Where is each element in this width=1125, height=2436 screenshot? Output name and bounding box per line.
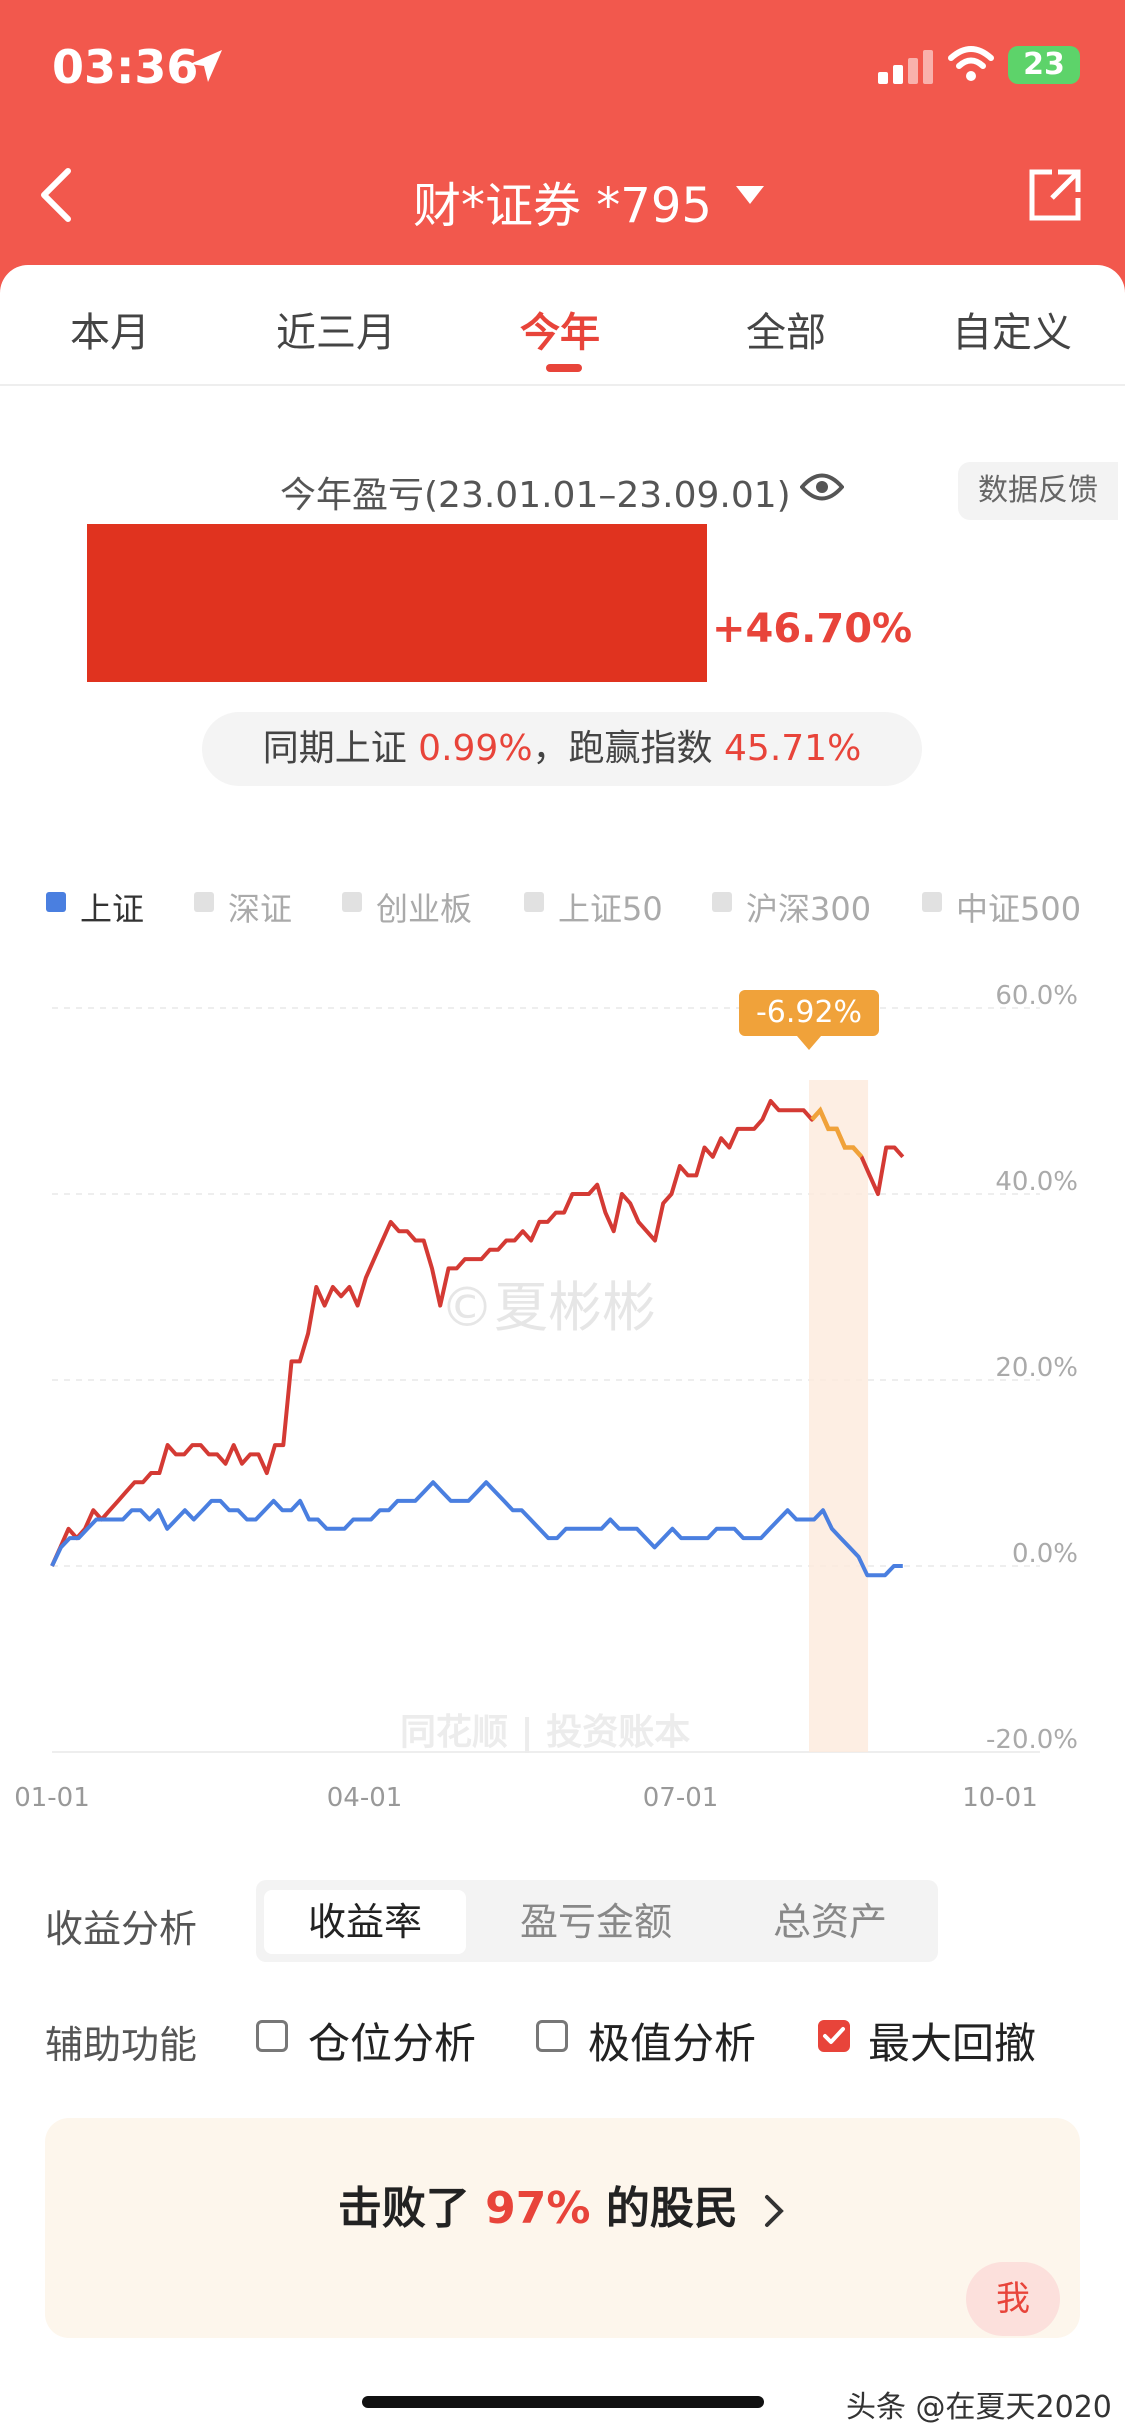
drawdown-band <box>809 1080 869 1752</box>
tab-this-year[interactable]: 今年 <box>520 310 600 356</box>
legend-swatch <box>712 892 732 912</box>
aux-label: 辅助功能 <box>45 2023 198 2067</box>
legend-shenzhen[interactable]: 深证 <box>228 890 293 928</box>
index-percent: 0.99% <box>418 728 533 769</box>
analysis-label: 收益分析 <box>45 1907 198 1951</box>
drawdown-annotation-bg <box>739 990 880 1036</box>
max-drawdown-checkbox[interactable] <box>818 2020 850 2052</box>
compare-mid: ，跑赢指数 <box>532 728 713 769</box>
beat-index-percent: 45.71% <box>724 728 862 769</box>
x-tick-label: 01-01 <box>14 1783 90 1813</box>
chevron-right-icon <box>765 2195 784 2227</box>
index-compare: 同期上证 0.99%，跑赢指数 45.71% <box>202 712 922 786</box>
y-tick-label: 20.0% <box>995 1353 1078 1383</box>
chart-brand-watermark: 同花顺 | 投资账本 <box>400 1712 690 1753</box>
legend-swatch <box>342 892 362 912</box>
check-icon <box>823 2027 845 2044</box>
source-watermark: 头条 @在夏天2020 <box>846 2390 1112 2425</box>
x-tick-label: 07-01 <box>643 1783 719 1813</box>
extreme-analysis-checkbox[interactable] <box>536 2020 568 2052</box>
extreme-analysis-label[interactable]: 极值分析 <box>588 2019 757 2068</box>
tab-three-months[interactable]: 近三月 <box>276 310 396 356</box>
beat-text[interactable]: 击败了 97% 的股民 <box>0 2172 1125 2236</box>
pnl-title: 今年盈亏(23.01.01–23.09.01) <box>280 475 791 516</box>
tab-custom[interactable]: 自定义 <box>952 310 1072 356</box>
x-tick-label: 10-01 <box>962 1783 1038 1813</box>
legend-csi500[interactable]: 中证500 <box>956 890 1082 928</box>
wifi-icon <box>948 46 994 81</box>
segment-total-assets[interactable]: 总资产 <box>772 1900 887 1944</box>
beat-suffix: 的股民 <box>605 2183 738 2234</box>
segment-pnl-amount[interactable]: 盈亏金额 <box>519 1900 672 1944</box>
segment-return-rate[interactable]: 收益率 <box>264 1890 466 1954</box>
drawdown-line <box>810 1106 864 1159</box>
share-icon[interactable] <box>1028 168 1082 222</box>
tab-indicator <box>546 364 582 372</box>
legend-csi300[interactable]: 沪深300 <box>746 890 872 928</box>
redacted-amount <box>87 524 707 682</box>
max-drawdown-label[interactable]: 最大回撤 <box>868 2019 1037 2068</box>
beat-prefix: 击败了 <box>337 2183 470 2234</box>
divider <box>0 384 1125 386</box>
return-chart[interactable]: 60.0% 40.0% 20.0% 0.0% -20.0% 01-01 04-01 07-01… <box>0 960 1125 1820</box>
back-icon[interactable] <box>36 165 76 225</box>
portfolio-return-line <box>50 1099 905 1567</box>
status-time: 03:36 <box>52 40 199 94</box>
data-feedback-button[interactable]: 数据反馈 <box>958 462 1118 520</box>
drawdown-annotation: -6.92% <box>756 995 862 1030</box>
y-tick-label: 40.0% <box>995 1167 1078 1197</box>
signal-icon <box>878 50 933 84</box>
legend-swatch <box>524 892 544 912</box>
chevron-down-icon[interactable] <box>736 186 764 206</box>
legend-swatch <box>194 892 214 912</box>
legend-sse50[interactable]: 上证50 <box>558 890 663 928</box>
x-tick-label: 04-01 <box>327 1783 403 1813</box>
legend-shanghai[interactable]: 上证 <box>80 890 145 928</box>
compare-prefix: 同期上证 <box>262 728 407 769</box>
account-title[interactable]: 财*证券 *795 <box>413 178 712 234</box>
legend-chinext[interactable]: 创业板 <box>376 890 473 928</box>
y-tick-label: -20.0% <box>986 1725 1078 1755</box>
chart-watermark: ©夏彬彬 <box>440 1276 656 1339</box>
y-tick-label: 60.0% <box>995 981 1078 1011</box>
location-icon <box>190 50 222 82</box>
legend-swatch <box>922 892 942 912</box>
tab-this-month[interactable]: 本月 <box>70 310 150 356</box>
beat-card[interactable] <box>45 2118 1080 2338</box>
legend-swatch <box>46 892 66 912</box>
tab-all[interactable]: 全部 <box>746 310 826 356</box>
y-tick-label: 0.0% <box>1012 1539 1078 1569</box>
me-button[interactable]: 我 <box>966 2262 1060 2336</box>
position-analysis-label[interactable]: 仓位分析 <box>308 2019 477 2068</box>
beat-percent: 97% <box>485 2183 591 2234</box>
eye-icon[interactable] <box>800 470 844 504</box>
battery-indicator: 23 <box>1008 46 1080 84</box>
return-percent: +46.70% <box>712 606 913 652</box>
position-analysis-checkbox[interactable] <box>256 2020 288 2052</box>
header-bar <box>0 0 1125 300</box>
shanghai-index-line <box>50 1480 903 1578</box>
annotation-pointer <box>797 1036 822 1050</box>
home-indicator[interactable] <box>362 2396 764 2408</box>
